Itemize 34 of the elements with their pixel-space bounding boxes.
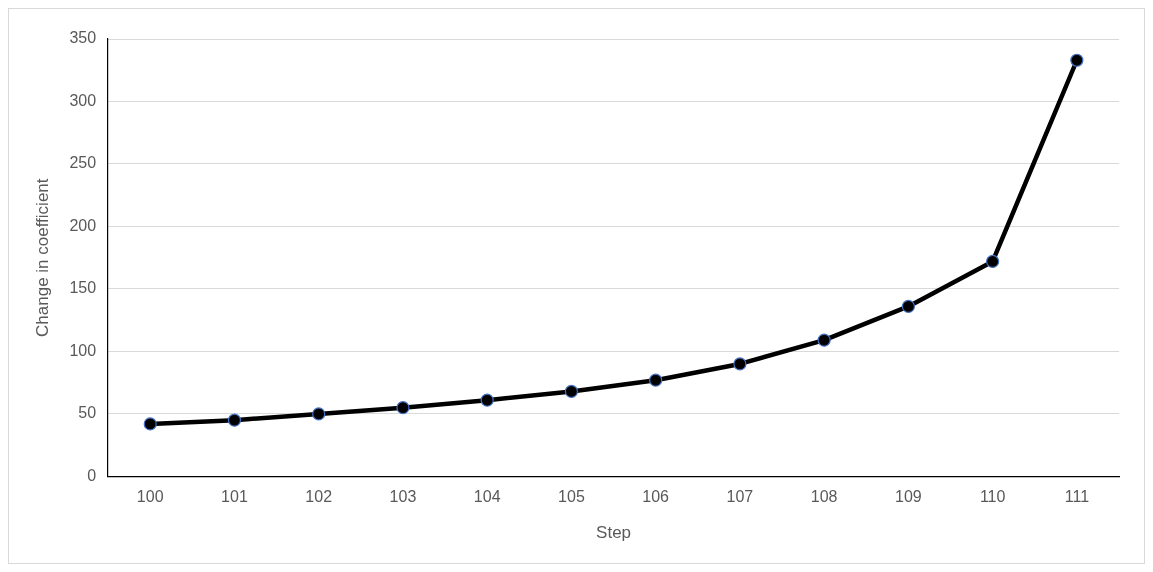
y-tick-label: 150 bbox=[69, 279, 97, 297]
y-tick-label: 200 bbox=[69, 216, 97, 234]
point bbox=[649, 373, 663, 387]
x-tick-label: 109 bbox=[895, 488, 922, 506]
point bbox=[733, 357, 747, 371]
point bbox=[901, 299, 915, 314]
point bbox=[817, 333, 831, 347]
y-tick-label: 250 bbox=[69, 154, 97, 172]
x-tick-label: 106 bbox=[642, 488, 670, 506]
point bbox=[480, 393, 494, 407]
x-tick-label: 111 bbox=[1064, 488, 1090, 506]
point bbox=[312, 407, 326, 421]
x-tick-label: 103 bbox=[389, 488, 417, 506]
point bbox=[986, 254, 1000, 269]
y-tick-label: 300 bbox=[69, 91, 97, 109]
point bbox=[564, 384, 579, 399]
point bbox=[396, 401, 410, 415]
y-tick-label: 100 bbox=[69, 341, 97, 359]
y-axis-title: Change in coefficient bbox=[32, 178, 52, 337]
x-tick-label: 108 bbox=[810, 488, 838, 506]
point bbox=[227, 413, 242, 427]
y-tick-label: 50 bbox=[78, 404, 97, 422]
y-tick-label: 350 bbox=[69, 29, 97, 47]
x-tick-label: 101 bbox=[221, 488, 248, 506]
x-tick-label: 100 bbox=[136, 488, 164, 506]
x-tick-label: 110 bbox=[979, 488, 1006, 506]
x-axis-title: Step bbox=[596, 523, 632, 543]
x-tick-label: 104 bbox=[473, 488, 501, 506]
point bbox=[143, 417, 157, 431]
x-tick-label: 107 bbox=[726, 488, 754, 506]
point bbox=[1070, 53, 1084, 67]
y-tick-label: 0 bbox=[87, 466, 97, 484]
x-tick-label: 105 bbox=[558, 488, 585, 506]
x-tick-label: 102 bbox=[305, 488, 333, 506]
